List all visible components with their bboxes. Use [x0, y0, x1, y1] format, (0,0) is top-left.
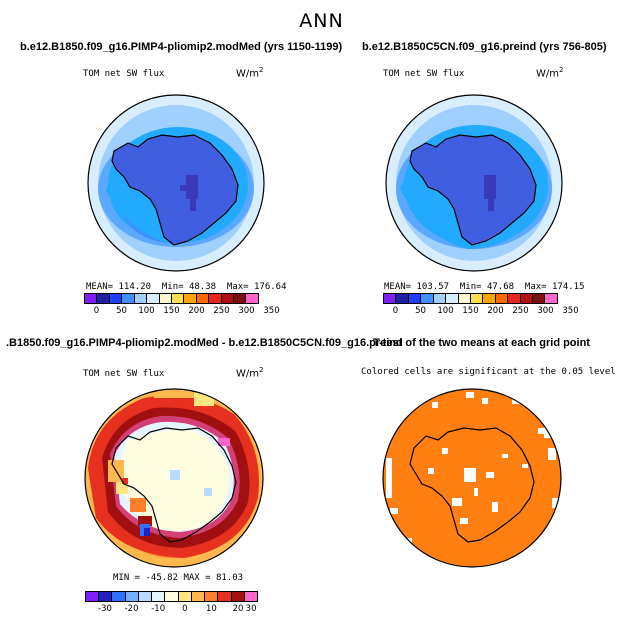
panel3-units: W/m2: [236, 366, 264, 380]
panel2-units: W/m2: [536, 66, 564, 80]
panel1-variable: TOM net SW flux: [83, 69, 165, 79]
colorbar-swatch: [234, 294, 247, 303]
colorbar-swatch: [221, 294, 235, 303]
colorbar-tick-label: 300: [238, 306, 255, 316]
colorbar-swatch: [231, 592, 245, 601]
panel1-title: b.e12.B1850.f09_g16.PIMP4-pliomip2.modMe…: [20, 41, 343, 53]
colorbar-swatch: [495, 294, 509, 303]
colorbar-swatch: [384, 294, 397, 303]
colorbar-swatch: [533, 294, 546, 303]
colorbar-tick-label: 50: [116, 306, 127, 316]
colorbar-tick-label: 50: [415, 306, 426, 316]
colorbar-swatch: [112, 592, 126, 601]
panel1-colorbar-ticks: 0 50 100 150 200 250 300 350: [84, 304, 280, 316]
panel4-map: [382, 388, 562, 568]
colorbar-swatch: [470, 294, 484, 303]
colorbar-swatch: [433, 294, 447, 303]
colorbar-swatch: [86, 592, 100, 601]
colorbar-swatch: [97, 294, 110, 303]
colorbar-swatch: [122, 294, 135, 303]
colorbar-swatch: [246, 294, 258, 303]
colorbar-swatch: [85, 294, 98, 303]
colorbar-tick-label: 200: [188, 306, 205, 316]
colorbar-swatch: [138, 592, 153, 601]
panel2-map: [385, 94, 563, 272]
panel3-colorbar: -30 -20 -10 0 10 20 30: [85, 591, 258, 614]
panel2-variable: TOM net SW flux: [383, 69, 465, 79]
colorbar-tick-label: 30: [245, 604, 257, 614]
colorbar-swatch: [134, 294, 148, 303]
colorbar-swatch: [520, 294, 534, 303]
panel1-colorbar: 0 50 100 150 200 250 300 350: [84, 293, 280, 316]
colorbar-swatch: [396, 294, 409, 303]
figure-title: ANN: [299, 10, 344, 32]
colorbar-tick-label: 150: [462, 306, 479, 316]
colorbar-swatch: [508, 294, 521, 303]
panel2-colorbar: 0 50 100 150 200 250 300 350: [383, 293, 579, 316]
panel2-min: Min= 47.68: [459, 282, 515, 292]
colorbar-swatch: [421, 294, 434, 303]
panel1-units: W/m2: [236, 66, 264, 80]
panel3-minmax: MIN = -45.82 MAX = 81.03: [113, 573, 244, 583]
colorbar-tick-label: 200: [487, 306, 504, 316]
colorbar-tick-label: 150: [163, 306, 180, 316]
colorbar-swatch: [191, 592, 206, 601]
colorbar-tick-label: 0: [182, 604, 188, 614]
colorbar-swatch: [99, 592, 113, 601]
panel2-max: Max= 174.15: [524, 282, 585, 292]
colorbar-swatch: [196, 294, 210, 303]
panel2-colorbar-ticks: 0 50 100 150 200 250 300 350: [383, 304, 579, 316]
colorbar-tick-label: 350: [263, 306, 280, 316]
colorbar-tick-label: 300: [537, 306, 554, 316]
colorbar-swatch: [178, 592, 192, 601]
panel3-title: .B1850.f09_g16.PIMP4-pliomip2.modMed - b…: [6, 337, 403, 349]
colorbar-swatch: [446, 294, 459, 303]
panel1-max: Max= 176.64: [226, 282, 287, 292]
colorbar-swatch: [408, 294, 422, 303]
colorbar-swatch: [125, 592, 139, 601]
colorbar-swatch: [458, 294, 471, 303]
colorbar-swatch: [159, 294, 172, 303]
colorbar-swatch: [184, 294, 197, 303]
panel4-title: T-test of the two means at each grid poi…: [373, 337, 590, 349]
colorbar-swatch: [483, 294, 496, 303]
colorbar-tick-label: 250: [213, 306, 230, 316]
colorbar-tick-label: 20: [232, 604, 244, 614]
colorbar-tick-label: 100: [138, 306, 155, 316]
panel1-min: Min= 48.38: [161, 282, 217, 292]
panel1-map: [87, 94, 265, 272]
colorbar-swatch: [165, 592, 179, 601]
colorbar-swatch: [244, 592, 258, 601]
panel2-mean: MEAN= 103.57: [384, 282, 450, 292]
colorbar-tick-label: 10: [206, 604, 217, 614]
colorbar-tick-label: -20: [124, 604, 139, 614]
panel2-plateau: [484, 175, 496, 211]
panel2-title: b.e12.B1850C5CN.f09_g16.preind (yrs 756-…: [362, 41, 607, 53]
panel3-colorbar-ticks: -30 -20 -10 0 10 20 30: [85, 602, 258, 614]
colorbar-swatch: [205, 592, 219, 601]
panel2-stats: MEAN= 103.57 Min= 47.68 Max= 174.15: [384, 282, 585, 292]
panel3-variable: TOM net SW flux: [83, 369, 165, 379]
colorbar-tick-label: 100: [437, 306, 454, 316]
colorbar-tick-label: -10: [151, 604, 166, 614]
colorbar-swatch: [545, 294, 557, 303]
colorbar-tick-label: 0: [392, 306, 399, 316]
colorbar-swatch: [152, 592, 166, 601]
colorbar-tick-label: 0: [93, 306, 100, 316]
panel1-mean: MEAN= 114.20: [86, 282, 152, 292]
panel4-subtitle: Colored cells are significant at the 0.0…: [361, 367, 616, 377]
colorbar-tick-label: -30: [98, 604, 112, 614]
panel3-map: [84, 388, 264, 568]
colorbar-swatch: [147, 294, 160, 303]
colorbar-swatch: [218, 592, 232, 601]
panel1-plateau: [180, 175, 198, 211]
colorbar-swatch: [209, 294, 222, 303]
colorbar-tick-label: 350: [562, 306, 579, 316]
colorbar-swatch: [109, 294, 123, 303]
panel1-stats: MEAN= 114.20 Min= 48.38 Max= 176.64: [86, 282, 287, 292]
colorbar-tick-label: 250: [512, 306, 529, 316]
colorbar-swatch: [171, 294, 185, 303]
